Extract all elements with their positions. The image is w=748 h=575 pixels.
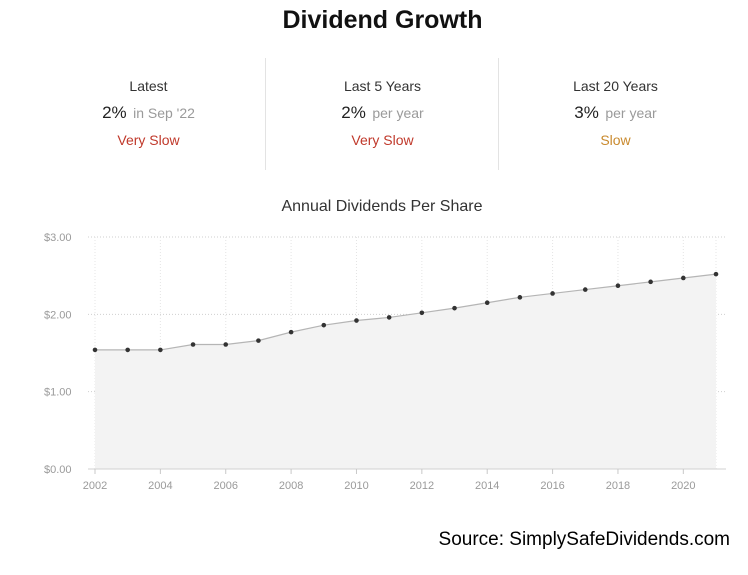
data-point: [550, 291, 555, 296]
x-tick-label: 2012: [410, 480, 434, 492]
x-tick-label: 2014: [475, 480, 499, 492]
y-tick-label: $0.00: [44, 464, 72, 476]
data-point: [582, 287, 588, 292]
stat-latest: Latest 2% in Sep '22 Very Slow: [32, 58, 265, 170]
data-point: [288, 329, 294, 335]
stat-value: 2%: [102, 103, 127, 122]
x-tick-label: 2020: [671, 480, 695, 492]
stat-label: Last 20 Years: [573, 78, 658, 94]
stat-label: Latest: [129, 78, 168, 94]
data-point: [321, 322, 327, 328]
series-line: [95, 273, 717, 351]
data-point: [354, 318, 359, 323]
data-point: [648, 279, 653, 285]
x-tick-label: 2016: [540, 480, 564, 492]
x-tick-label: 2002: [83, 480, 107, 492]
data-point: [190, 342, 196, 347]
page-title: Dividend Growth: [282, 6, 483, 34]
series-area: [95, 274, 716, 469]
source-credit: Source: SimplySafeDividends.com: [438, 529, 730, 550]
dividend-stats: Latest 2% in Sep '22 Very Slow Last 5 Ye…: [32, 58, 732, 170]
x-tick-label: 2004: [148, 480, 172, 492]
stat-rating: Slow: [600, 132, 631, 148]
stat-rating: Very Slow: [351, 132, 414, 148]
stat-value: 2%: [341, 103, 366, 122]
dividends-chart: $0.00 $1.00 $2.00 $3.00 2002 2004 2006 2008 2010…: [44, 232, 726, 492]
data-point: [125, 347, 130, 353]
stat-rating: Very Slow: [117, 132, 180, 148]
stat-last-20-years: Last 20 Years 3% per year Slow: [498, 58, 732, 170]
data-point: [452, 305, 457, 311]
y-tick-label: $1.00: [44, 387, 72, 399]
y-tick-label: $2.00: [44, 309, 72, 321]
data-point: [386, 315, 392, 320]
x-tick-label: 2018: [606, 480, 630, 492]
chart-title: Annual Dividends Per Share: [281, 198, 483, 215]
x-tick-label: 2006: [213, 480, 237, 492]
x-tick-label: 2008: [279, 480, 303, 492]
data-point: [615, 283, 621, 289]
data-point: [517, 295, 523, 300]
data-point: [92, 347, 98, 353]
data-point: [223, 342, 229, 347]
stat-value: 3%: [574, 103, 599, 122]
stat-suffix: in Sep '22: [133, 105, 195, 121]
stat-last-5-years: Last 5 Years 2% per year Very Slow: [265, 58, 499, 170]
data-point: [256, 338, 261, 343]
data-point: [484, 300, 490, 306]
x-tick-label: 2010: [344, 480, 368, 492]
data-point: [713, 271, 719, 277]
stat-suffix: per year: [605, 105, 657, 121]
stat-suffix: per year: [372, 105, 424, 121]
data-point: [681, 275, 686, 281]
y-tick-label: $3.00: [44, 232, 72, 244]
stat-label: Last 5 Years: [343, 78, 422, 94]
data-point: [419, 310, 425, 316]
data-point: [158, 347, 163, 353]
